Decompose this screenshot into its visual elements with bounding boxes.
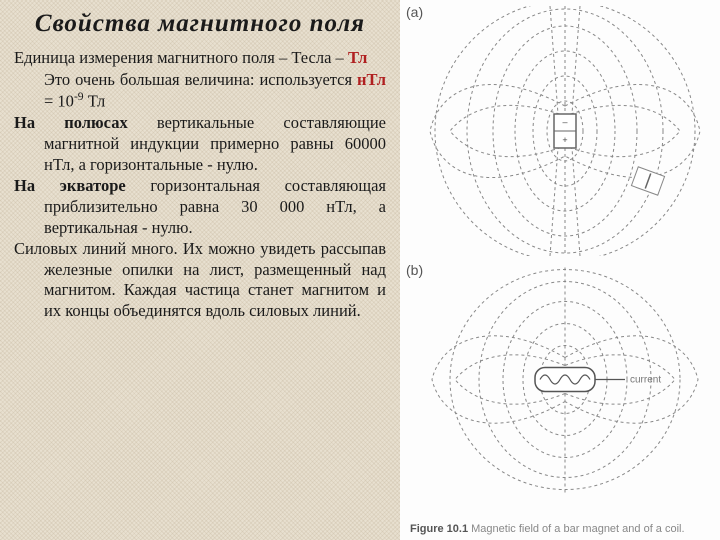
- para-filings: Силовых линий много. Их можно увидеть ра…: [14, 239, 386, 322]
- magnet-minus: –: [562, 117, 567, 127]
- diagram-bar-magnet: – +: [420, 6, 710, 256]
- p4-bold: На экваторе: [14, 176, 126, 195]
- p1-lead: Единица измерения магнитного поля – Тесл…: [14, 48, 348, 67]
- magnet-plus: +: [562, 135, 567, 145]
- compass-icon: [631, 167, 664, 195]
- figure-caption: Figure 10.1 Magnetic field of a bar magn…: [410, 523, 712, 536]
- para-nanotesla: Это очень большая величина: используется…: [14, 70, 386, 113]
- p1-highlight: Тл: [348, 48, 367, 67]
- p2-exp: -9: [74, 91, 84, 103]
- p2-post: = 10: [44, 92, 74, 111]
- p3-bold: На полюсах: [14, 113, 128, 132]
- diagram-coil: current: [420, 265, 710, 500]
- current-label: current: [630, 375, 661, 386]
- para-unit: Единица измерения магнитного поля – Тесл…: [14, 48, 386, 69]
- para-equator: На экваторе горизонтальная составляющая …: [14, 176, 386, 238]
- coil: [535, 368, 625, 392]
- caption-bold: Figure 10.1: [410, 523, 468, 535]
- text-panel: Свойства магнитного поля Единица измерен…: [0, 0, 400, 540]
- body-text: Единица измерения магнитного поля – Тесл…: [14, 48, 386, 322]
- para-poles: На полюсах вертикальные составляющие маг…: [14, 113, 386, 175]
- figure-panel: (a) (b): [400, 0, 720, 540]
- p2-highlight: нТл: [357, 70, 386, 89]
- p2-tail: Тл: [84, 92, 106, 111]
- caption-rest: Magnetic field of a bar magnet and of a …: [468, 523, 684, 535]
- page-title: Свойства магнитного поля: [14, 10, 386, 38]
- p2-pre: Это очень большая величина: используется: [44, 70, 357, 89]
